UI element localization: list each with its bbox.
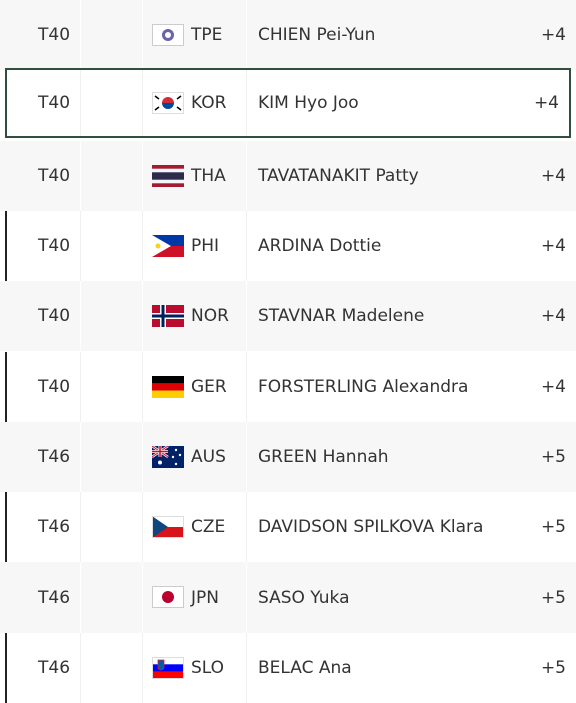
- separator: [80, 562, 81, 633]
- separator: [142, 351, 143, 422]
- player-name: FORSTERLING Alexandra: [258, 376, 469, 397]
- player-name: KIM Hyo Joo: [258, 93, 359, 113]
- flag: [152, 305, 184, 328]
- country: AUS: [191, 446, 226, 467]
- position: T40: [38, 236, 71, 257]
- separator: [246, 140, 247, 211]
- position: T40: [38, 93, 71, 113]
- separator: [246, 0, 247, 71]
- country: TPE: [191, 25, 223, 46]
- separator: [246, 562, 247, 633]
- separator: [246, 210, 247, 282]
- player-row[interactable]: T40 GER FORSTERLING Alexandra +4: [5, 351, 576, 422]
- separator: [246, 281, 247, 352]
- flag: [152, 516, 184, 539]
- position: T40: [38, 25, 71, 46]
- flag: [152, 445, 184, 468]
- flag: [152, 656, 184, 679]
- separator: [246, 632, 247, 703]
- player-name: ARDINA Dottie: [258, 236, 382, 257]
- separator: [142, 140, 143, 211]
- separator: [246, 492, 247, 563]
- separator: [80, 210, 81, 282]
- player-name: BELAC Ana: [258, 657, 352, 678]
- flag: [152, 92, 184, 114]
- separator: [80, 0, 81, 71]
- player-row[interactable]: T40 KOR KIM Hyo Joo +4: [5, 68, 571, 138]
- player-row[interactable]: T46 AUS GREEN Hannah +5: [0, 421, 576, 493]
- separator: [80, 632, 81, 703]
- flag: [152, 586, 184, 609]
- player-row[interactable]: T46 CZE DAVIDSON SPILKOVA Klara +5: [5, 492, 576, 563]
- separator: [142, 421, 143, 493]
- country: NOR: [191, 306, 229, 327]
- separator: [80, 421, 81, 493]
- flag: [152, 375, 184, 398]
- country: THA: [191, 165, 226, 186]
- player-name: DAVIDSON SPILKOVA Klara: [258, 517, 484, 538]
- flag: [152, 24, 184, 46]
- score: +5: [540, 517, 566, 538]
- separator: [142, 492, 143, 563]
- separator: [80, 70, 81, 136]
- score: +4: [540, 236, 566, 257]
- country: SLO: [191, 657, 225, 678]
- player-row[interactable]: T40 THA TAVATANAKIT Patty +4: [0, 140, 576, 211]
- position: T40: [38, 165, 71, 186]
- separator: [80, 492, 81, 563]
- separator: [246, 421, 247, 493]
- separator: [142, 70, 143, 136]
- position: T40: [38, 306, 71, 327]
- country: GER: [191, 376, 227, 397]
- flag: [152, 164, 184, 187]
- flag: [152, 234, 184, 257]
- position: T46: [38, 657, 71, 678]
- separator: [246, 70, 247, 136]
- position: T40: [38, 376, 71, 397]
- separator: [142, 562, 143, 633]
- separator: [142, 210, 143, 282]
- score: +4: [540, 25, 566, 46]
- player-name: STAVNAR Madelene: [258, 306, 425, 327]
- player-name: GREEN Hannah: [258, 446, 389, 467]
- position: T46: [38, 587, 71, 608]
- score: +5: [540, 587, 566, 608]
- separator: [80, 281, 81, 352]
- country: CZE: [191, 517, 226, 538]
- country: PHI: [191, 236, 220, 257]
- separator: [80, 351, 81, 422]
- score: +5: [540, 446, 566, 467]
- player-row[interactable]: T40 TPE CHIEN Pei-Yun +4: [0, 0, 576, 71]
- country: KOR: [191, 93, 227, 113]
- position: T46: [38, 517, 71, 538]
- player-row[interactable]: T46 SLO BELAC Ana +5: [5, 632, 576, 703]
- position: T46: [38, 446, 71, 467]
- separator: [246, 351, 247, 422]
- separator: [142, 632, 143, 703]
- score: +4: [540, 165, 566, 186]
- player-row[interactable]: T40 PHI ARDINA Dottie +4: [5, 210, 576, 282]
- player-name: TAVATANAKIT Patty: [258, 165, 419, 186]
- separator: [142, 281, 143, 352]
- score: +4: [540, 306, 566, 327]
- score: +4: [533, 93, 559, 113]
- score: +4: [540, 376, 566, 397]
- player-row[interactable]: T46 JPN SASO Yuka +5: [0, 562, 576, 633]
- separator: [80, 140, 81, 211]
- player-name: CHIEN Pei-Yun: [258, 25, 376, 46]
- separator: [142, 0, 143, 71]
- country: JPN: [191, 587, 219, 608]
- player-row[interactable]: T40 NOR STAVNAR Madelene +4: [0, 281, 576, 352]
- player-name: SASO Yuka: [258, 587, 350, 608]
- score: +5: [540, 657, 566, 678]
